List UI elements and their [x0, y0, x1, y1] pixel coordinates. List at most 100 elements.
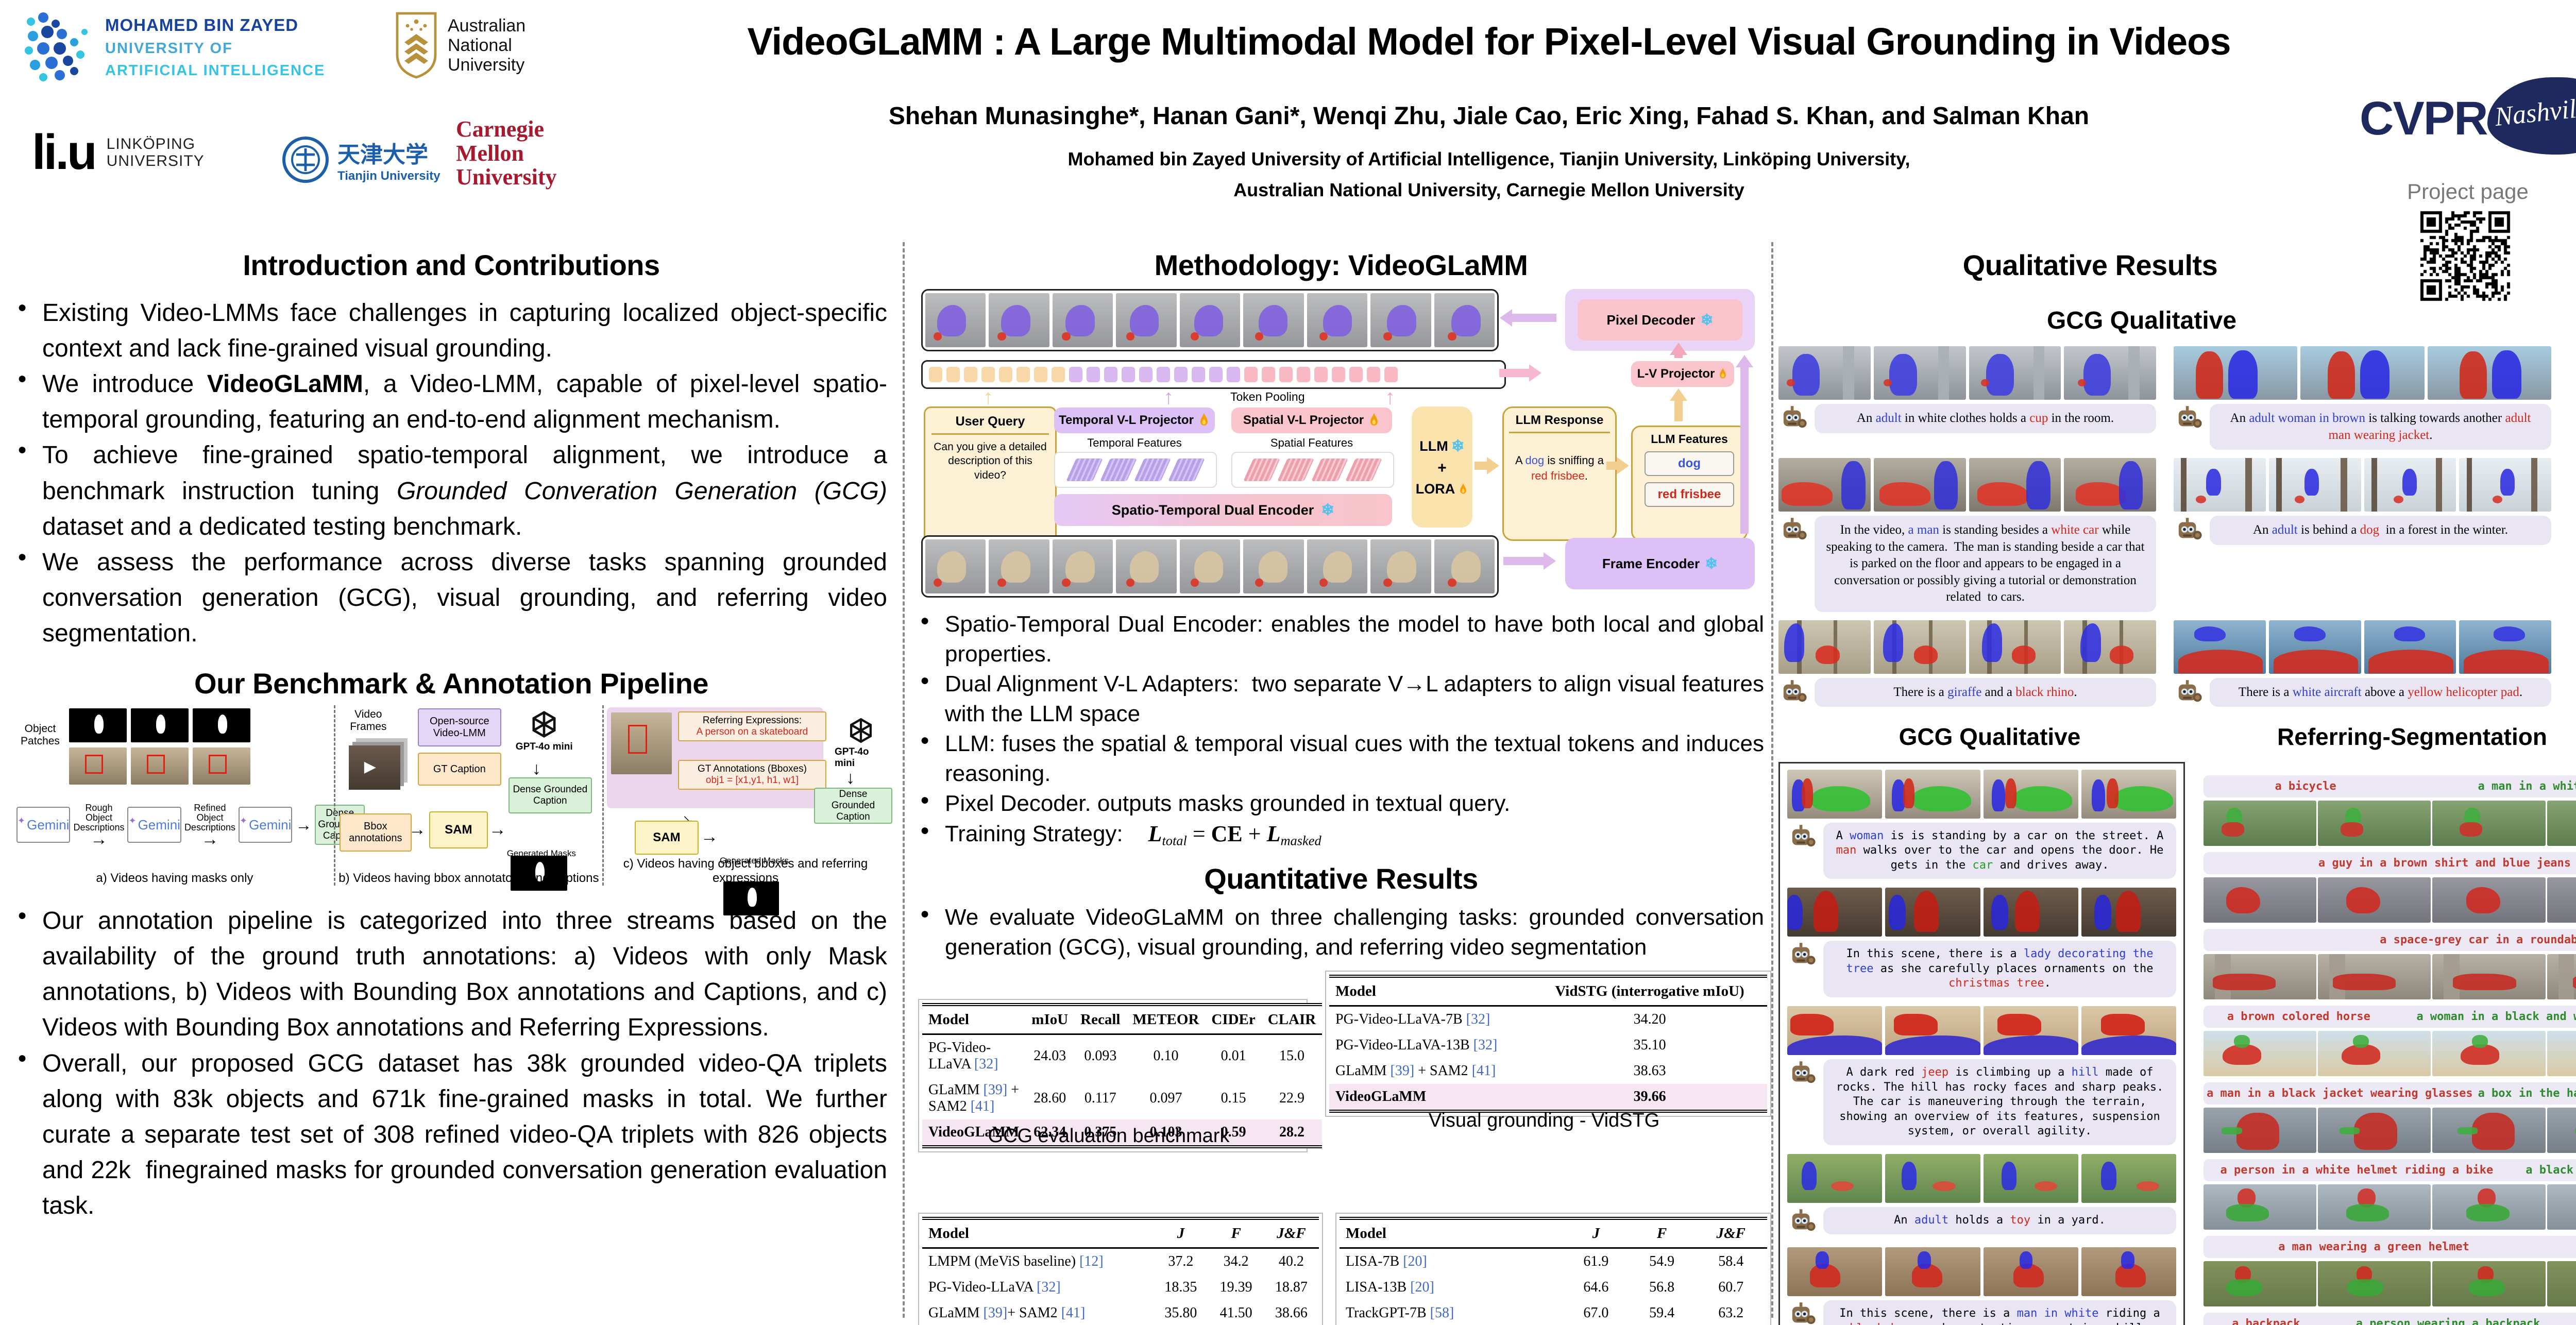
- referring-expressions-box: Referring Expressions: A person on a ska…: [677, 711, 826, 742]
- video-frame: [1969, 458, 2061, 512]
- gemini-box: ✦ Gemini: [127, 807, 181, 843]
- visual-token: [1034, 367, 1047, 382]
- visual-token: [999, 367, 1012, 382]
- mask-blob: [1062, 578, 1071, 587]
- rough-descriptions-arrow: Rough Object Descriptions →: [73, 803, 125, 849]
- video-frame-strip: [2174, 620, 2551, 674]
- bullet-item: Spatio-Temporal Dual Encoder: enables th…: [918, 609, 1764, 669]
- video-frame: [1885, 1154, 1980, 1203]
- robot-icon: [1778, 516, 1807, 547]
- refseg-labels: a space-grey car in a roundabout: [2204, 928, 2576, 951]
- mask-blob: [2472, 1113, 2515, 1150]
- video-frame: [1116, 539, 1177, 593]
- mask-blob: [1991, 894, 2009, 930]
- table-row: LMPM (MeViS baseline) [12] 37.2 34.2 40.2: [922, 1248, 1319, 1275]
- bbox-annotations-box: Bbox annotations: [339, 813, 412, 852]
- refseg-row: a guy in a brown shirt and blue jeans br…: [2204, 852, 2576, 923]
- frozen-icon: ❄: [1451, 437, 1465, 455]
- mask-blob: [2013, 786, 2072, 812]
- frame-encoder-box: Frame Encoder ❄: [1565, 538, 1755, 589]
- affiliations-line1: Mohamed bin Zayed University of Artifici…: [1067, 148, 1910, 169]
- refseg-labels: a brown colored horse a woman in a black …: [2204, 1005, 2576, 1028]
- table-cell: PG-Video-LLaVA-13B [32]: [1335, 1037, 1498, 1053]
- table-cell: 58.4: [1718, 1253, 1744, 1269]
- video-frame: [2081, 1247, 2176, 1297]
- frame-stack-thumbnail: [348, 745, 400, 790]
- mask-thumbnail: [131, 708, 189, 743]
- mask-blob: [2236, 1113, 2279, 1150]
- mask-blob: [1787, 894, 1803, 930]
- video-frame: [1370, 539, 1431, 593]
- qualitative-example: An adult in white clothes holds a cup in…: [1778, 346, 2156, 450]
- caption-text: In this scene, there is a lady decoratin…: [1823, 941, 2176, 998]
- mask-blob: [1126, 332, 1135, 341]
- mask-blob: [2341, 822, 2363, 837]
- visual-token: [946, 367, 960, 382]
- method-bullets: Spatio-Temporal Dual Encoder: enables th…: [918, 609, 1764, 850]
- column-divider: [1771, 242, 1773, 1318]
- video-frame: [1243, 293, 1304, 347]
- pipeline-b-caption: b) Videos having bbox annotatons and cap…: [338, 871, 599, 886]
- video-frame: [1983, 888, 2078, 937]
- cmu-name-1: Carnegie: [456, 116, 545, 142]
- table-header: J: [1153, 1218, 1209, 1249]
- anu-logo: Australian National University: [394, 11, 526, 79]
- video-frame-strip: [1787, 1154, 2176, 1203]
- mbzuai-dots-icon: [25, 12, 88, 81]
- mask-blob: [2178, 649, 2263, 674]
- scene-detail: [2466, 458, 2472, 512]
- mask-thumbnail: [193, 708, 250, 743]
- table-cell: TrackGPT-7B [58]: [1346, 1304, 1454, 1321]
- mask-blob: [2360, 350, 2390, 399]
- mask-blob: [2212, 974, 2276, 990]
- fire-icon: [1370, 413, 1378, 426]
- robot-icon: [2174, 516, 2202, 547]
- table-cell: LISA-13B [20]: [1346, 1279, 1434, 1295]
- video-frame: [2268, 620, 2361, 674]
- mask-blob: [937, 551, 966, 583]
- left-column: Introduction and Contributions Existing …: [15, 248, 892, 1224]
- robot-icon: [1787, 1300, 1816, 1325]
- cmu-logo: Carnegie Mellon University: [456, 117, 557, 190]
- mask-blob: [2195, 495, 2206, 504]
- video-frame: [2318, 954, 2431, 999]
- scene-detail: [2128, 346, 2140, 400]
- project-page-label: Project page: [2407, 179, 2529, 203]
- middle-column: Methodology: VideoGLaMM Pixel Decoder ❄ ↑…: [918, 248, 1771, 1325]
- mask-blob: [1062, 332, 1071, 341]
- llm-response-text: A dog is sniffing a red frisbee.: [1515, 454, 1607, 482]
- visual-token: [1174, 367, 1188, 382]
- mbzuai-name-1: MOHAMED BIN ZAYED: [105, 15, 299, 35]
- visual-token: [1384, 367, 1398, 382]
- table-cell: GLaMM [39]+ SAM2 [41]: [928, 1304, 1086, 1321]
- visual-token: [1227, 367, 1240, 382]
- anu-name-2: National: [448, 35, 512, 55]
- table-header: CLAIR: [1261, 1004, 1323, 1035]
- visual-token: [1016, 367, 1030, 382]
- mask-blob: [1816, 645, 1840, 664]
- up-arrow: ↑: [983, 386, 993, 409]
- llm-to-response-arrow: [1475, 457, 1499, 474]
- video-frame-strip: [1778, 346, 2156, 400]
- refseg-labels: a guy in a brown shirt and blue jeans br…: [2204, 852, 2576, 874]
- video-frame: [2547, 1261, 2576, 1306]
- mask-blob: [2005, 778, 2016, 809]
- caption-text: There is a giraffe and a black rhino.: [1815, 677, 2156, 707]
- video-frame: [1434, 539, 1495, 593]
- table-header: mIoU: [1025, 1004, 1075, 1035]
- mask-blob: [1792, 353, 1820, 396]
- table-header: Model: [1329, 976, 1533, 1007]
- video-frame: [989, 293, 1049, 347]
- llm-features-box: LLM Features dog red frisbee: [1631, 426, 1748, 541]
- visual-token: [1297, 367, 1310, 382]
- mask-blob: [1884, 379, 1892, 386]
- mask-blob: [1813, 890, 1838, 932]
- scene-detail: [2341, 458, 2347, 512]
- input-frames: [925, 539, 1495, 593]
- mask-blob: [1130, 305, 1159, 336]
- video-frame-strip: [2204, 1030, 2576, 1076]
- scene-detail: [1843, 346, 1854, 400]
- qualitative-example: In this scene, there is a man in white r…: [1787, 1247, 2176, 1325]
- video-frame-strip: [2174, 346, 2551, 400]
